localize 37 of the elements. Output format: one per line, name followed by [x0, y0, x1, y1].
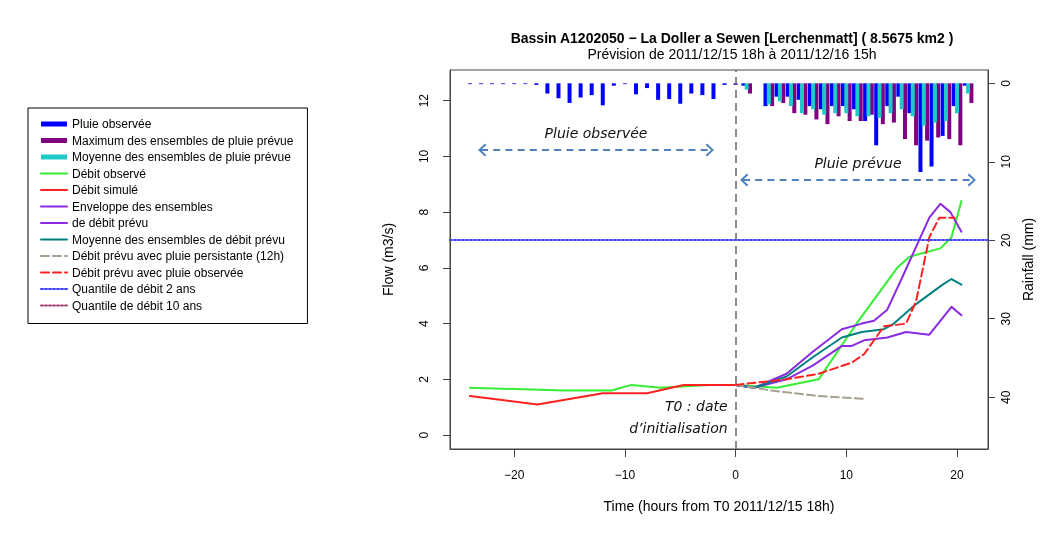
legend-label: de débit prévu — [72, 216, 149, 230]
y-tick-label: 10 — [417, 149, 431, 164]
legend-label: Quantile de débit 2 ans — [72, 282, 196, 296]
legend-label: Enveloppe des ensembles — [72, 199, 213, 214]
y-tick-label: 2 — [417, 375, 431, 383]
x-tick-label: 20 — [950, 468, 964, 482]
y2-tick-label: 40 — [999, 390, 1013, 404]
x-tick-label: 0 — [732, 468, 740, 482]
y2-tick-label: 30 — [999, 311, 1013, 326]
x-axis-title: Time (hours from T0 2011/12/15 18h) — [603, 498, 835, 514]
y-tick-label: 8 — [417, 208, 431, 216]
x-tick-label: −20 — [504, 468, 525, 482]
legend-label: Quantile de débit 10 ans — [72, 298, 203, 313]
legend-label: Moyenne des ensembles de débit prévu — [72, 232, 285, 247]
y2-tick-label: 0 — [999, 79, 1013, 87]
x-tick-label: 10 — [839, 468, 854, 482]
legend-label: Débit prévu avec pluie observée — [72, 265, 244, 280]
y-tick-label: 4 — [417, 319, 431, 327]
chart-title: Bassin A1202050 − La Doller a Sewen [Lerchenmatt] ( 8.5675 km2 ) — [510, 30, 954, 46]
legend-label: Pluie observée — [72, 117, 152, 131]
y2-tick-label: 10 — [999, 154, 1013, 169]
legend-label: Maximum des ensembles de pluie prévue — [72, 133, 294, 148]
chart-subtitle: Prévision de 2011/12/15 18h à 2011/12/16 15h — [587, 46, 877, 62]
legend-label: Débit prévu avec pluie persistante (12h) — [72, 249, 285, 263]
annotation: Pluie observée — [544, 125, 648, 141]
y-axis-title: Flow (m3/s) — [380, 222, 396, 297]
legend-label: Moyenne des ensembles de pluie prévue — [72, 150, 292, 164]
legend-label: Débit observé — [72, 166, 147, 181]
x-tick-label: −10 — [614, 468, 636, 482]
y2-tick-label: 20 — [999, 233, 1013, 247]
annotation: Pluie prévue — [814, 155, 902, 171]
y-tick-label: 12 — [417, 93, 431, 108]
y2-axis-title: Rainfall (mm) — [1020, 217, 1036, 302]
y-tick-label: 0 — [417, 431, 431, 439]
annotation: T0 : date d’initialisation — [629, 398, 728, 436]
y-tick-label: 6 — [417, 264, 431, 272]
legend-label: Débit simulé — [72, 183, 139, 197]
